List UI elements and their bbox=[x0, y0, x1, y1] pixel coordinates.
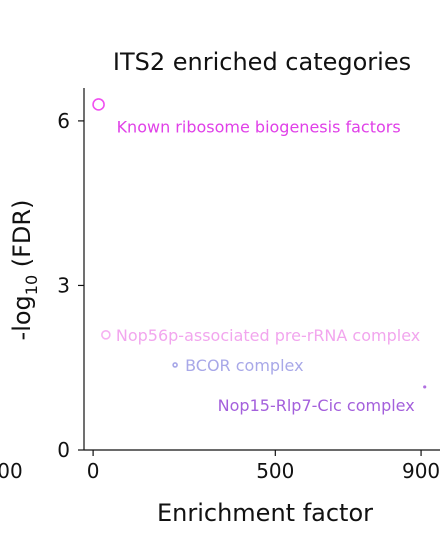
point-annotations: Known ribosome biogenesis factors Nop56p-… bbox=[116, 117, 420, 414]
scatter-points bbox=[92, 98, 427, 389]
scatter-point bbox=[423, 385, 427, 389]
y-axis-ticks: 0 3 6 bbox=[57, 109, 84, 462]
y-axis-title-subscript: 10 bbox=[22, 275, 41, 295]
point-label: Nop56p-associated pre-rRNA complex bbox=[116, 326, 420, 345]
x-tick-label: 0 bbox=[87, 459, 100, 483]
x-axis-ticks: 0 500 900 bbox=[87, 450, 440, 483]
y-axis-title: -log10 (FDR) bbox=[8, 200, 41, 341]
chart-title: ITS2 enriched categories bbox=[113, 48, 411, 76]
x-tick-label: 500 bbox=[256, 459, 294, 483]
clipped-x-tick-label: 00 bbox=[0, 459, 23, 483]
point-label: Known ribosome biogenesis factors bbox=[117, 117, 401, 136]
x-tick-label: 900 bbox=[402, 459, 440, 483]
point-label: BCOR complex bbox=[185, 356, 303, 375]
y-tick-label: 0 bbox=[57, 438, 70, 462]
y-tick-label: 6 bbox=[57, 109, 70, 133]
y-tick-label: 3 bbox=[57, 273, 70, 297]
y-axis-title-suffix: (FDR) bbox=[8, 200, 36, 275]
point-label: Nop15-Rlp7-Cic complex bbox=[218, 396, 415, 415]
scatter-point bbox=[172, 362, 178, 368]
scatter-point bbox=[101, 330, 111, 340]
x-axis-title: Enrichment factor bbox=[157, 499, 373, 527]
scatter-point bbox=[92, 98, 105, 111]
y-axis-title-prefix: -log bbox=[8, 295, 36, 340]
